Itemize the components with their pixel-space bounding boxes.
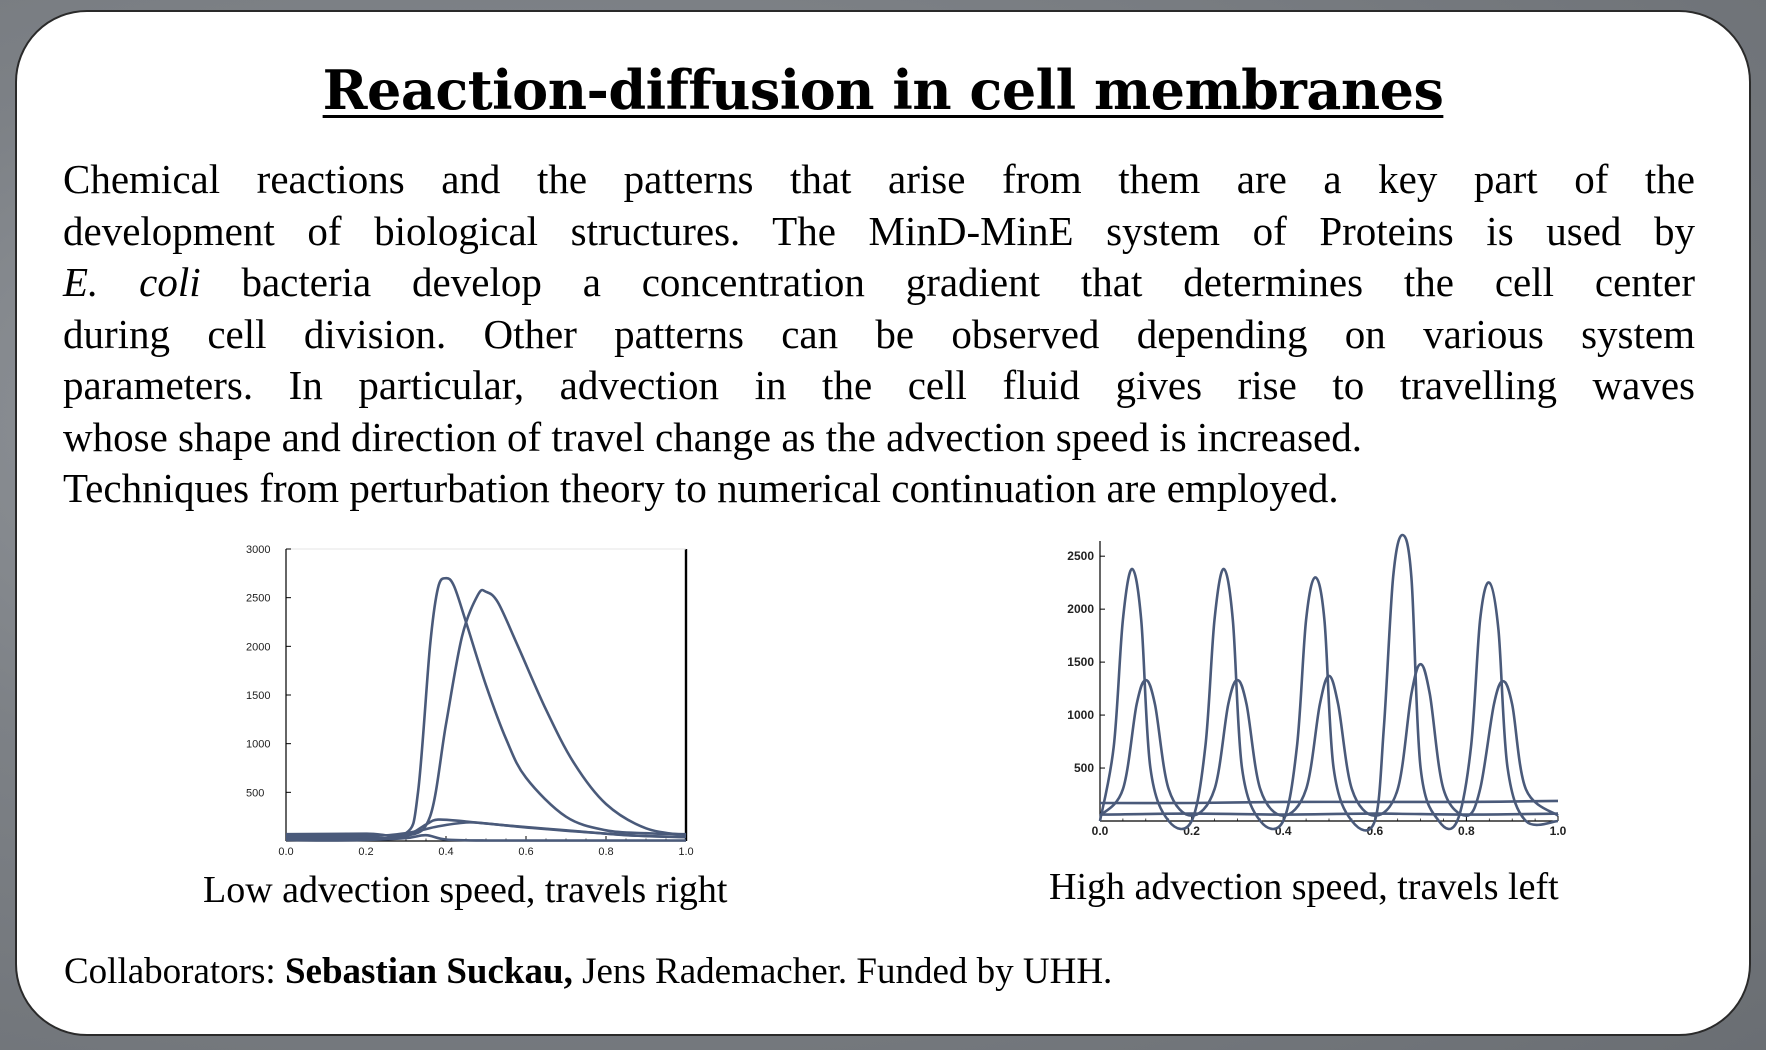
x-tick-label: 0.4 <box>1275 824 1292 838</box>
abstract-line: parameters. In particular, advection in … <box>63 362 1695 408</box>
x-tick-label: 1.0 <box>678 846 693 858</box>
x-tick-label: 1.0 <box>1550 824 1567 838</box>
abstract-line: during cell division. Other patterns can… <box>63 310 1695 357</box>
species-name: E. coli <box>63 259 201 305</box>
y-tick-label: 1500 <box>1067 655 1094 669</box>
footer-rest: Jens Rademacher. Funded by UHH. <box>582 951 1113 992</box>
series-line-3 <box>1099 812 1559 816</box>
chart-low-advection-svg: 0.0 0.2 0.4 0.6 0.8 1.0 500 1000 1500 2000 2500 300… <box>246 544 694 858</box>
y-tick-label: 500 <box>246 787 264 799</box>
chart-low-advection: 0.0 0.2 0.4 0.6 0.8 1.0 500 1000 1500 2000 2500 300… <box>244 544 704 858</box>
x-tick-label: 0.0 <box>278 846 293 858</box>
footer-prefix: Collaborators: <box>64 951 276 992</box>
page-title: Reaction-diffusion in cell membranes <box>322 58 1444 122</box>
abstract-line: E. coli bacteria develop a concentration… <box>63 257 1695 309</box>
caption-high-advection: High advection speed, travels left <box>1049 866 1559 908</box>
y-tick-label: 3000 <box>246 544 270 556</box>
series-line-1 <box>1099 662 1559 817</box>
x-tick-label: 0.2 <box>1183 824 1200 838</box>
y-tick-label: 2500 <box>1067 549 1094 563</box>
x-tick-label: 0.8 <box>598 846 613 858</box>
x-tick-label: 0.6 <box>518 846 533 858</box>
caption-low-advection: Low advection speed, travels right <box>203 869 728 911</box>
chart-high-advection: 0.0 0.2 0.4 0.6 0.8 1.0 500 1000 1500 2000 2500 <box>1050 533 1570 855</box>
y-tick-label: 500 <box>1074 761 1094 775</box>
abstract-line: whose shape and direction of travel chan… <box>63 413 1362 460</box>
x-tick-label: 0.0 <box>1092 824 1109 838</box>
abstract-text: Chemical reactions and the patterns that… <box>63 154 1695 515</box>
x-tick-label: 0.2 <box>358 846 373 858</box>
x-tick-label: 0.4 <box>438 846 453 858</box>
footer-lead-collaborator: Sebastian Suckau, <box>284 951 573 992</box>
y-tick-label: 2000 <box>1067 602 1094 616</box>
y-tick-label: 1000 <box>1067 708 1094 722</box>
poster-card <box>15 10 1751 1036</box>
series-line-0 <box>285 576 687 838</box>
series-line-1 <box>285 588 687 840</box>
footer-credits: Collaborators: Sebastian Suckau, Jens Ra… <box>64 950 1112 993</box>
abstract-line: Techniques from perturbation theory to n… <box>63 465 1339 511</box>
y-tick-label: 2000 <box>246 641 270 653</box>
y-tick-label: 1500 <box>246 690 270 702</box>
abstract-line: development of biological structures. Th… <box>63 207 1695 254</box>
abstract-line: Chemical reactions and the patterns that… <box>63 156 1695 202</box>
y-tick-label: 1000 <box>246 739 270 751</box>
series-line-2 <box>1099 799 1559 805</box>
y-tick-label: 2500 <box>246 593 270 605</box>
series-line-4 <box>285 833 686 842</box>
series-line-3 <box>285 821 687 839</box>
abstract-line-rest: bacteria develop a concentration gradien… <box>241 259 1696 305</box>
x-tick-label: 0.8 <box>1458 824 1475 838</box>
